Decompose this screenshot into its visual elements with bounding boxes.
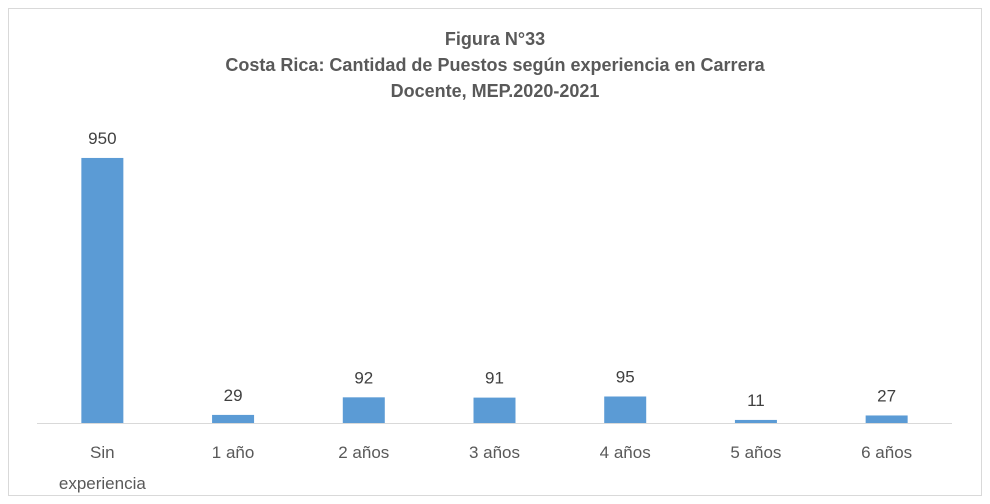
data-label: 27 [877, 386, 896, 405]
data-label: 950 [88, 129, 116, 148]
x-tick-label: 3 años [468, 443, 521, 462]
bar [734, 419, 777, 423]
chart-subtitle: Costa Rica: Cantidad de Puestos según ex… [225, 55, 765, 75]
x-tick-label: 5 años [730, 443, 782, 462]
bar [342, 397, 385, 423]
bar [604, 396, 647, 423]
data-label: 92 [354, 368, 373, 387]
data-label: 11 [747, 391, 765, 410]
x-tick-label: 4 años [599, 443, 651, 462]
chart-subtitle: Docente, MEP.2020-2021 [391, 81, 600, 101]
x-tick-label: Sin experiencia [58, 443, 146, 493]
x-tick-label: 1 año [211, 443, 255, 462]
data-label: 29 [224, 386, 243, 405]
data-label: 91 [485, 369, 504, 388]
bar [212, 414, 255, 423]
data-label: 95 [616, 367, 635, 386]
bar [865, 415, 908, 423]
bar [81, 157, 124, 423]
x-tick-label: 6 años [861, 443, 913, 462]
x-tick-label: 2 años [338, 443, 390, 462]
bar [473, 397, 516, 423]
chart-title: Figura N°33 [445, 29, 545, 49]
